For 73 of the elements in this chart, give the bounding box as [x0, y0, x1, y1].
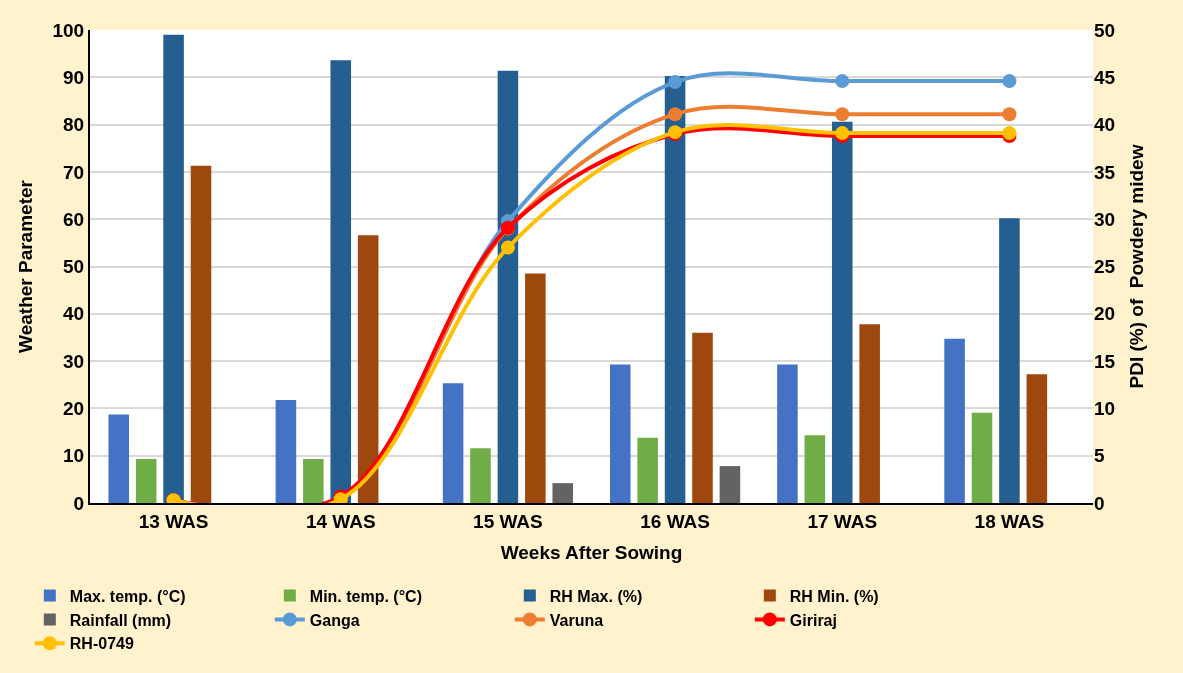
- bar: [999, 218, 1020, 503]
- legend-label: Min. temp. (°C): [309, 587, 422, 605]
- legend-label: Rainfall (mm): [69, 611, 172, 629]
- y-tick-label: 40: [63, 303, 85, 325]
- x-tick-label: 13 WAS: [138, 510, 209, 532]
- bar: [163, 34, 184, 503]
- y-tick-label: 30: [63, 350, 85, 372]
- y-tick-label: 70: [63, 161, 85, 183]
- point: [835, 107, 850, 122]
- bar: [1026, 374, 1048, 503]
- x-tick-label: 18 WAS: [974, 510, 1045, 532]
- y2-axis-title: PDI (%) of Powdery midew: [1126, 144, 1148, 389]
- point: [668, 107, 683, 122]
- y-tick-label: 20: [63, 398, 85, 420]
- bar: [442, 383, 464, 503]
- bar: [859, 324, 880, 503]
- point: [835, 74, 850, 89]
- legend-label: RH Min. (%): [789, 587, 879, 605]
- bar: [609, 364, 631, 503]
- legend-label: Giriraj: [789, 611, 837, 629]
- y2-tick-label: 50: [1094, 19, 1116, 41]
- x-axis-title: Weeks After Sowing: [500, 542, 683, 564]
- x-tick-label: 15 WAS: [473, 510, 543, 532]
- y2-tick-label: 5: [1094, 445, 1105, 467]
- y2-tick-label: 30: [1094, 208, 1116, 230]
- legend-label: RH Max. (%): [549, 587, 643, 605]
- y2-tick-label: 0: [1094, 492, 1105, 514]
- y2-tick-label: 20: [1094, 303, 1116, 325]
- bar: [190, 165, 212, 503]
- y-axis-title: Weather Parameter: [14, 179, 36, 353]
- y2-tick-label: 10: [1094, 398, 1116, 420]
- bar: [637, 437, 658, 503]
- bar: [357, 235, 379, 503]
- x-tick-label: 14 WAS: [305, 510, 376, 532]
- bar: [135, 459, 157, 503]
- y-tick-label: 50: [63, 256, 85, 278]
- bar: [552, 483, 574, 503]
- bar: [719, 466, 741, 503]
- point: [1002, 74, 1017, 89]
- y-tick-label: 90: [63, 66, 85, 88]
- point: [500, 240, 515, 255]
- bar: [692, 332, 713, 503]
- point: [668, 75, 683, 90]
- bar: [497, 70, 519, 503]
- x-tick-label: 16 WAS: [640, 510, 710, 532]
- y2-tick-label: 35: [1094, 161, 1116, 183]
- bar: [275, 399, 297, 503]
- bar: [971, 412, 993, 503]
- y-tick-label: 60: [63, 208, 85, 230]
- bar: [831, 121, 853, 503]
- bar: [664, 75, 686, 503]
- bar: [303, 459, 324, 503]
- bar: [470, 448, 491, 503]
- bar: [330, 60, 352, 503]
- y2-tick-label: 45: [1094, 66, 1116, 88]
- x-tick-label: 17 WAS: [807, 510, 878, 532]
- y-tick-label: 80: [63, 114, 85, 136]
- y2-tick-label: 40: [1094, 114, 1116, 136]
- y2-tick-label: 25: [1094, 256, 1116, 278]
- y-tick-label: 0: [73, 492, 85, 514]
- bar: [777, 364, 798, 503]
- bar: [944, 338, 965, 503]
- legend-label: Varuna: [549, 611, 604, 629]
- y-tick-label: 10: [63, 445, 85, 467]
- bar: [108, 414, 130, 503]
- legend-label: RH-0749: [69, 635, 134, 653]
- legend-label: Ganga: [309, 611, 360, 629]
- bar: [525, 273, 546, 503]
- y-tick-label: 100: [52, 19, 85, 41]
- y2-tick-label: 15: [1094, 350, 1116, 372]
- bar: [804, 435, 826, 503]
- legend-label: Max. temp. (°C): [69, 587, 186, 605]
- point: [1002, 107, 1017, 122]
